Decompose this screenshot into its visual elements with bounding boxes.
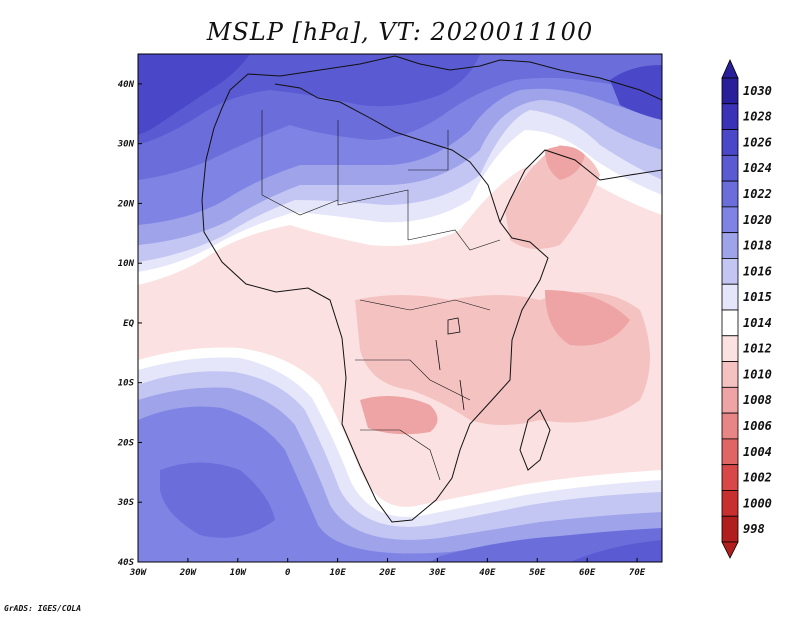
colorbar-level-label: 1028: [743, 110, 772, 124]
colorbar-swatch: [721, 77, 739, 105]
lat-tick-label: 20S: [117, 438, 135, 448]
colorbar-level-label: 1016: [743, 264, 772, 278]
lake-victoria: [447, 317, 461, 335]
colorbar-swatch: [721, 438, 739, 466]
colorbar-level-label: 1002: [743, 471, 772, 485]
colorbar-level-label: 1006: [743, 419, 772, 433]
colorbar-level-label: 1014: [743, 316, 772, 330]
colorbar-level-label: 1012: [743, 342, 772, 356]
colorbar-swatch: [721, 515, 739, 543]
lakes: [435, 317, 465, 411]
lat-tick-label: 10S: [118, 379, 135, 389]
lake-tanganyika: [435, 339, 441, 371]
colorbar-level-label: 1004: [743, 445, 772, 459]
lat-tick-label: 40N: [118, 80, 135, 90]
axis-labels: 30W 20W 10W 0 10E 20E 30E 40E 50E 60E 70E 40N 30N 20N…: [117, 80, 646, 578]
lon-tick-label: 30W: [129, 568, 148, 578]
europe-coastline: [394, 55, 662, 101]
colorbar-swatch: [721, 386, 739, 414]
field-1008-south-africa: [360, 396, 438, 435]
colorbar-level-label: 1015: [743, 290, 772, 304]
arabia-coastline: [499, 149, 662, 223]
colorbar-level-label: 1010: [743, 367, 772, 381]
colorbar-swatch: [721, 335, 739, 362]
colorbar-swatch: [721, 309, 739, 337]
border-sudan-chad: [407, 229, 501, 251]
lon-tick-label: 70E: [629, 568, 646, 578]
colorbar-swatch: [721, 232, 739, 259]
lat-tick-label: 20N: [117, 199, 135, 209]
lon-tick-label: 20E: [378, 568, 396, 578]
border-libya-egypt: [408, 130, 449, 171]
border-central-band: [359, 299, 491, 311]
field-1026-asia: [610, 65, 662, 120]
lon-tick-label: 50E: [529, 568, 546, 578]
field-1008-gulf: [545, 146, 585, 180]
lon-tick-label: 60E: [579, 568, 596, 578]
colorbar-level-label: 998: [743, 522, 765, 536]
colorbar-level-label: 1030: [743, 84, 772, 98]
colorbar-swatch: [721, 490, 739, 517]
colorbar: 1030 1028 1026 1024 1022 1020 1018 1016 1015 1014…: [721, 59, 772, 559]
field-1008-ocean: [545, 290, 630, 346]
colorbar-level-label: 1020: [743, 213, 772, 227]
lon-tick-label: 30E: [428, 568, 446, 578]
grads-credit: GrADS: IGES/COLA: [4, 604, 82, 613]
colorbar-bottom-arrow: [721, 541, 739, 559]
colorbar-swatch: [721, 258, 739, 285]
africa-coastline: [201, 55, 549, 523]
chart-title: MSLP [hPa], VT: 2020011100: [206, 18, 594, 46]
border-mauritania-mali: [261, 110, 339, 216]
colorbar-swatch: [721, 154, 739, 182]
lon-tick-label: 20W: [179, 568, 198, 578]
border-angola-zambia: [355, 359, 471, 401]
lat-tick-label: 30N: [117, 140, 135, 150]
field-1022-south-high: [160, 462, 275, 538]
coastlines: [201, 55, 662, 523]
colorbar-level-label: 1024: [743, 161, 772, 175]
colorbar-swatch: [721, 412, 739, 440]
colorbar-level-label: 1018: [743, 239, 772, 253]
lake-malawi: [459, 379, 465, 411]
lat-tick-label: 10N: [118, 259, 135, 269]
lat-tick-label: EQ: [123, 319, 134, 329]
colorbar-swatch: [721, 206, 739, 234]
map-frame: [137, 53, 663, 563]
colorbar-level-label: 1008: [743, 393, 772, 407]
lon-tick-label: 40E: [479, 568, 496, 578]
field-1024-south-east: [570, 540, 662, 562]
colorbar-swatch: [721, 180, 739, 208]
colorbar-level-label: 1026: [743, 135, 772, 149]
border-namibia-botswana: [360, 429, 441, 481]
lon-tick-label: 10E: [329, 568, 346, 578]
field-1026-north: [138, 54, 250, 135]
colorbar-top-arrow: [721, 59, 739, 79]
lon-tick-label: 0: [285, 568, 291, 578]
colorbar-swatch: [721, 283, 739, 311]
madagascar-coastline: [519, 409, 551, 471]
lon-tick-label: 10W: [230, 568, 248, 578]
colorbar-swatch: [721, 103, 739, 130]
country-borders: [261, 110, 501, 481]
colorbar-swatch: [721, 129, 739, 156]
colorbar-level-label: 1022: [743, 187, 772, 201]
border-algeria-niger: [337, 120, 409, 240]
colorbar-level-label: 1000: [743, 496, 772, 510]
colorbar-swatch: [721, 361, 739, 388]
lat-tick-label: 40S: [118, 558, 135, 568]
lat-tick-label: 30S: [117, 498, 135, 508]
colorbar-swatch: [721, 464, 739, 491]
